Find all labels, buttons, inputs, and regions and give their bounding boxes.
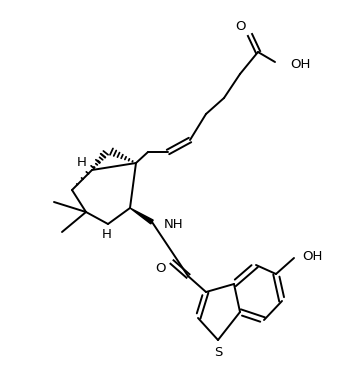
- Text: OH: OH: [290, 57, 310, 71]
- Text: H: H: [102, 228, 112, 240]
- Polygon shape: [130, 208, 153, 224]
- Text: S: S: [214, 346, 222, 359]
- Text: OH: OH: [302, 250, 322, 262]
- Text: O: O: [156, 261, 166, 274]
- Text: O: O: [236, 20, 246, 34]
- Text: H: H: [77, 156, 87, 168]
- Text: NH: NH: [164, 217, 184, 231]
